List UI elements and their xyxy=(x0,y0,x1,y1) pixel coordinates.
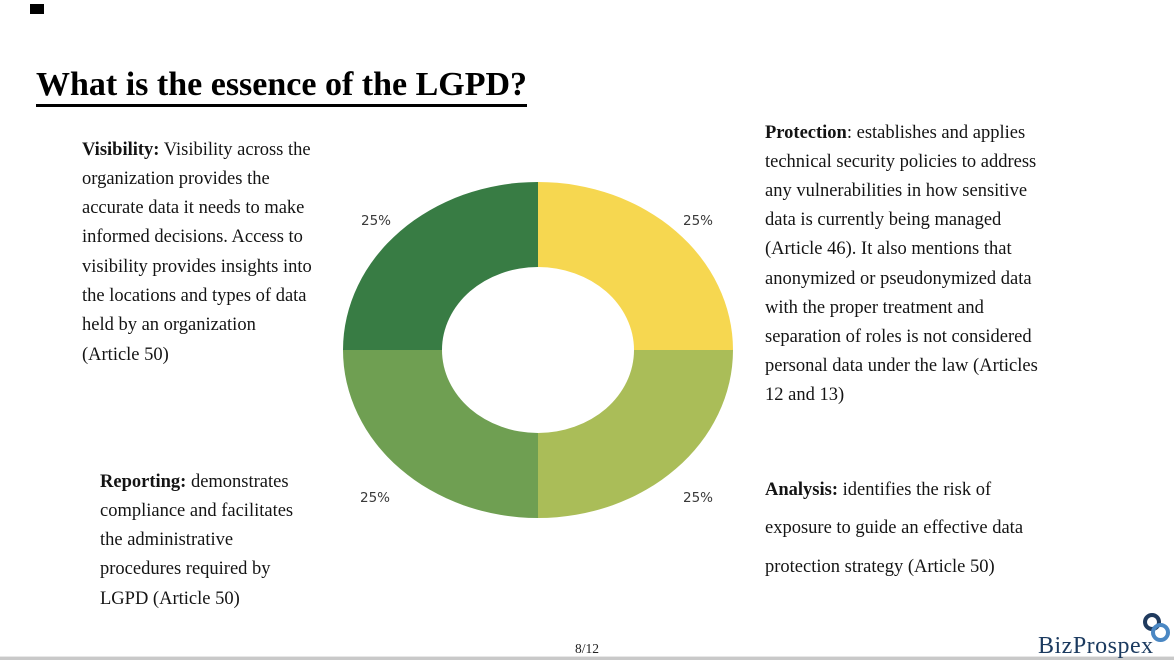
visibility-paragraph: Visibility: Visibility across the organi… xyxy=(82,136,382,370)
chart-label-bottom-left: 25% xyxy=(360,490,391,506)
page-number: 8/12 xyxy=(574,641,599,656)
donut-hole xyxy=(442,267,634,433)
reporting-body: demonstrates compliance and facilitates … xyxy=(100,471,294,609)
analysis-paragraph: Analysis: identifies the risk of exposur… xyxy=(765,471,1085,587)
reporting-paragraph: Reporting: demonstrates compliance and f… xyxy=(100,468,360,614)
visibility-body: Visibility across the organization provi… xyxy=(82,139,312,365)
chart-label-bottom-right: 25% xyxy=(683,490,714,506)
chart-label-top-right: 25% xyxy=(683,213,714,229)
protection-body: : establishes and applies technical secu… xyxy=(765,122,1038,406)
page-title: What is the essence of the LGPD? xyxy=(36,67,528,108)
visibility-heading: Visibility: xyxy=(82,139,160,160)
corner-mark xyxy=(30,4,44,14)
chart-label-top-left: 25% xyxy=(361,213,392,229)
brand-logo-ring-light-icon xyxy=(1151,623,1170,642)
bottom-divider xyxy=(0,656,1174,660)
brand-name: BizProspex xyxy=(1038,633,1154,659)
analysis-heading: Analysis: xyxy=(765,479,838,500)
reporting-heading: Reporting: xyxy=(100,471,187,492)
protection-paragraph: Protection: establishes and applies tech… xyxy=(765,119,1095,411)
analysis-body: identifies the risk of exposure to guide… xyxy=(765,479,1024,577)
protection-heading: Protection xyxy=(765,122,847,143)
